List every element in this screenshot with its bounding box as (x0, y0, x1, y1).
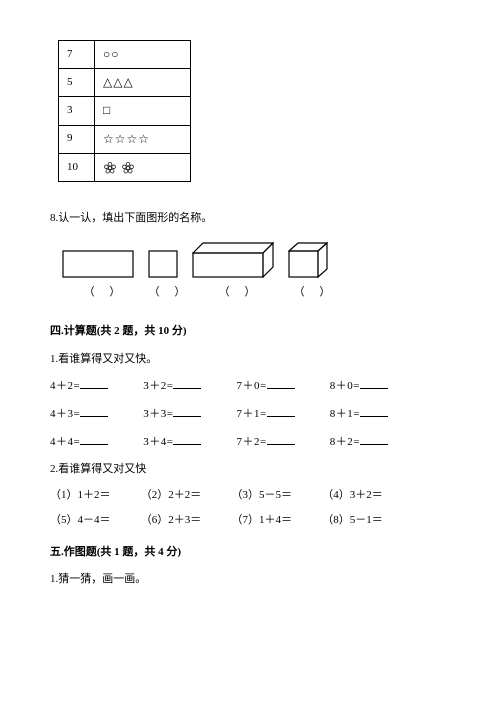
question-8: 8.认一认，填出下面图形的名称。 （ ） （ ） （ ） （ ） (50, 210, 450, 301)
q8-label: （ ） (62, 284, 148, 302)
equation: 4＋2= (50, 380, 80, 392)
q8-label: （ ） (288, 284, 342, 302)
equation: （5）4－4＝ (50, 512, 138, 530)
eq-row: 4＋3= 3＋3= 7＋1= 8＋1= (50, 406, 450, 424)
q8-label: （ ） (192, 284, 288, 302)
flower-icon (121, 161, 135, 175)
equation: 8＋2= (330, 436, 360, 448)
table-row: 5 △△△ (59, 69, 191, 97)
answer-blank[interactable] (360, 434, 388, 445)
q8-labels: （ ） （ ） （ ） （ ） (62, 284, 450, 302)
equation: 3＋3= (143, 408, 173, 420)
equation: （8）5－1＝ (322, 512, 410, 530)
q2-row: （1）1＋2＝ （2）2＋2＝ （3）5－5＝ （4）3＋2＝ (50, 487, 450, 505)
answer-blank[interactable] (80, 378, 108, 389)
row-num: 7 (59, 41, 95, 69)
row-shapes-flowers (95, 153, 191, 181)
table-row: 10 (59, 153, 191, 181)
table-row: 7 ○○ (59, 41, 191, 69)
answer-blank[interactable] (173, 406, 201, 417)
answer-blank[interactable] (360, 406, 388, 417)
row-shapes: □ (95, 97, 191, 125)
flower-icon (103, 161, 117, 175)
equation: 7＋2= (237, 436, 267, 448)
answer-blank[interactable] (80, 406, 108, 417)
equation: 8＋1= (330, 408, 360, 420)
equation: （1）1＋2＝ (50, 487, 138, 505)
square-icon (148, 250, 178, 278)
equation: 4＋4= (50, 436, 80, 448)
answer-blank[interactable] (173, 378, 201, 389)
row-num: 9 (59, 125, 95, 153)
equation: 7＋1= (237, 408, 267, 420)
equation: 8＋0= (330, 380, 360, 392)
equation: （2）2＋2＝ (141, 487, 229, 505)
row-num: 3 (59, 97, 95, 125)
eq-row: 4＋4= 3＋4= 7＋2= 8＋2= (50, 434, 450, 452)
rectangle-long-icon (62, 250, 134, 278)
section4-title: 四.计算题(共 2 题，共 10 分) (50, 323, 450, 341)
row-shapes: ☆☆☆☆ (95, 125, 191, 153)
row-shapes: ○○ (95, 41, 191, 69)
q8-figures (62, 242, 450, 278)
equation: （3）5－5＝ (232, 487, 320, 505)
section4-q2-title: 2.看谁算得又对又快 (50, 461, 450, 479)
equation: 3＋4= (143, 436, 173, 448)
equation: 4＋3= (50, 408, 80, 420)
answer-blank[interactable] (80, 434, 108, 445)
row-num: 10 (59, 153, 95, 181)
row-shapes: △△△ (95, 69, 191, 97)
answer-blank[interactable] (267, 378, 295, 389)
answer-blank[interactable] (360, 378, 388, 389)
eq-row: 4＋2= 3＋2= 7＋0= 8＋0= (50, 378, 450, 396)
section5-title: 五.作图题(共 1 题，共 4 分) (50, 544, 450, 562)
section4-q1-title: 1.看谁算得又对又快。 (50, 351, 450, 369)
equation: 7＋0= (237, 380, 267, 392)
table-row: 9 ☆☆☆☆ (59, 125, 191, 153)
equation: （6）2＋3＝ (141, 512, 229, 530)
answer-blank[interactable] (267, 434, 295, 445)
row-num: 5 (59, 69, 95, 97)
q8-label: （ ） (148, 284, 192, 302)
equation: 3＋2= (143, 380, 173, 392)
section5-q1: 1.猜一猜，画一画。 (50, 571, 450, 589)
answer-blank[interactable] (173, 434, 201, 445)
shapes-count-table: 7 ○○ 5 △△△ 3 □ 9 ☆☆☆☆ 10 (58, 40, 191, 182)
q2-row: （5）4－4＝ （6）2＋3＝ （7）1＋4＝ （8）5－1＝ (50, 512, 450, 530)
equation: （4）3＋2＝ (322, 487, 410, 505)
table-row: 3 □ (59, 97, 191, 125)
q8-prompt: 8.认一认，填出下面图形的名称。 (50, 210, 450, 228)
cuboid-icon (192, 242, 274, 278)
answer-blank[interactable] (267, 406, 295, 417)
equation: （7）1＋4＝ (232, 512, 320, 530)
cube-icon (288, 242, 328, 278)
